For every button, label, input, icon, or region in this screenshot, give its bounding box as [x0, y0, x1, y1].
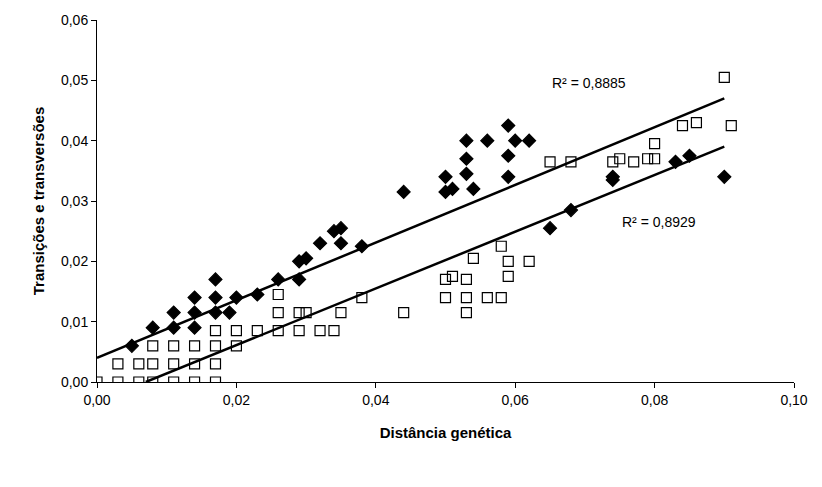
svg-text:0,10: 0,10 — [780, 392, 807, 408]
svg-text:0,03: 0,03 — [61, 193, 88, 209]
svg-text:0,06: 0,06 — [502, 392, 529, 408]
svg-text:0,00: 0,00 — [61, 374, 88, 390]
svg-text:0,00: 0,00 — [83, 392, 110, 408]
svg-text:0,08: 0,08 — [641, 392, 668, 408]
svg-text:Distância genética: Distância genética — [380, 424, 512, 441]
svg-text:R² = 0,8885: R² = 0,8885 — [552, 75, 626, 91]
svg-text:Transições e transversões: Transições e transversões — [30, 107, 47, 295]
svg-text:0,05: 0,05 — [61, 72, 88, 88]
svg-text:0,06: 0,06 — [61, 12, 88, 28]
svg-text:0,02: 0,02 — [223, 392, 250, 408]
svg-text:0,02: 0,02 — [61, 253, 88, 269]
svg-text:0,04: 0,04 — [362, 392, 389, 408]
svg-text:0,01: 0,01 — [61, 314, 88, 330]
svg-text:R² = 0,8929: R² = 0,8929 — [622, 214, 696, 230]
svg-text:0,04: 0,04 — [61, 133, 88, 149]
